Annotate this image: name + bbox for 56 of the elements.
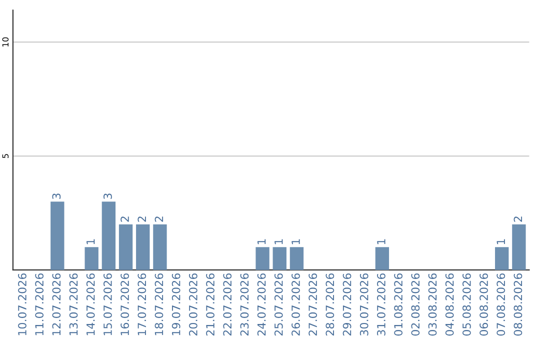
x-tick-label: 18.07.2026: [154, 273, 164, 336]
bar: [272, 247, 286, 270]
x-tick-label: 10.07.2026: [18, 273, 26, 336]
x-tick-label: 22.07.2026: [223, 273, 232, 336]
x-tick-label: 07.08.2026: [496, 273, 506, 336]
data-label: 2: [120, 216, 129, 222]
x-tick-label: 29.07.2026: [342, 273, 352, 336]
data-label: 1: [496, 239, 505, 244]
bar: [50, 202, 64, 270]
bar: [512, 224, 526, 270]
bar: [84, 247, 98, 270]
bar: [102, 202, 116, 270]
x-tick-label: 24.07.2026: [257, 273, 266, 336]
bar: [136, 224, 150, 270]
data-label: 1: [86, 239, 95, 244]
x-tick-label: 02.08.2026: [411, 273, 420, 336]
x-tick-label: 12.07.2026: [52, 273, 61, 336]
bar: [290, 247, 304, 270]
x-tick-label: 01.08.2026: [394, 273, 403, 336]
bar: [495, 247, 509, 270]
bar: [118, 224, 133, 270]
bar: [256, 247, 270, 270]
x-tick-label: 14.07.2026: [86, 273, 95, 336]
data-label: 3: [52, 194, 61, 199]
x-tick-label: 16.07.2026: [120, 273, 130, 336]
x-tick-label: 31.07.2026: [377, 273, 386, 336]
x-tick-label: 17.07.2026: [138, 273, 146, 336]
y-tick-label: 5: [2, 154, 9, 158]
x-tick-label: 15.07.2026: [104, 273, 112, 336]
x-tick-label: 08.08.2026: [514, 273, 522, 336]
data-label: 1: [258, 239, 266, 244]
data-label: 1: [292, 239, 300, 244]
x-tick-label: 30.07.2026: [360, 273, 368, 336]
x-tick-label: 03.08.2026: [428, 273, 437, 336]
data-label: 3: [104, 194, 112, 199]
data-label: 2: [514, 216, 522, 222]
x-tick-label: 28.07.2026: [326, 273, 334, 336]
x-tick-label: 13.07.2026: [69, 273, 78, 336]
x-tick-label: 11.07.2026: [35, 273, 44, 336]
x-tick-label: 05.08.2026: [462, 273, 471, 336]
data-label: 2: [138, 216, 146, 222]
x-tick-label: 23.07.2026: [240, 273, 249, 336]
x-tick-label: 04.08.2026: [445, 273, 454, 336]
bar: [153, 224, 167, 270]
x-tick-label: 26.07.2026: [292, 273, 300, 336]
data-label: 1: [274, 239, 283, 244]
x-tick-label: 27.07.2026: [308, 273, 318, 336]
x-tick-label: 19.07.2026: [172, 273, 180, 336]
x-tick-label: 20.07.2026: [188, 273, 198, 336]
x-tick-label: 21.07.2026: [206, 273, 214, 336]
data-label: 2: [154, 216, 164, 222]
y-tick-label: 10: [2, 37, 9, 46]
x-tick-label: 06.08.2026: [480, 273, 488, 336]
bar: [375, 247, 390, 270]
data-label: 1: [377, 239, 386, 244]
x-tick-label: 25.07.2026: [274, 273, 283, 336]
